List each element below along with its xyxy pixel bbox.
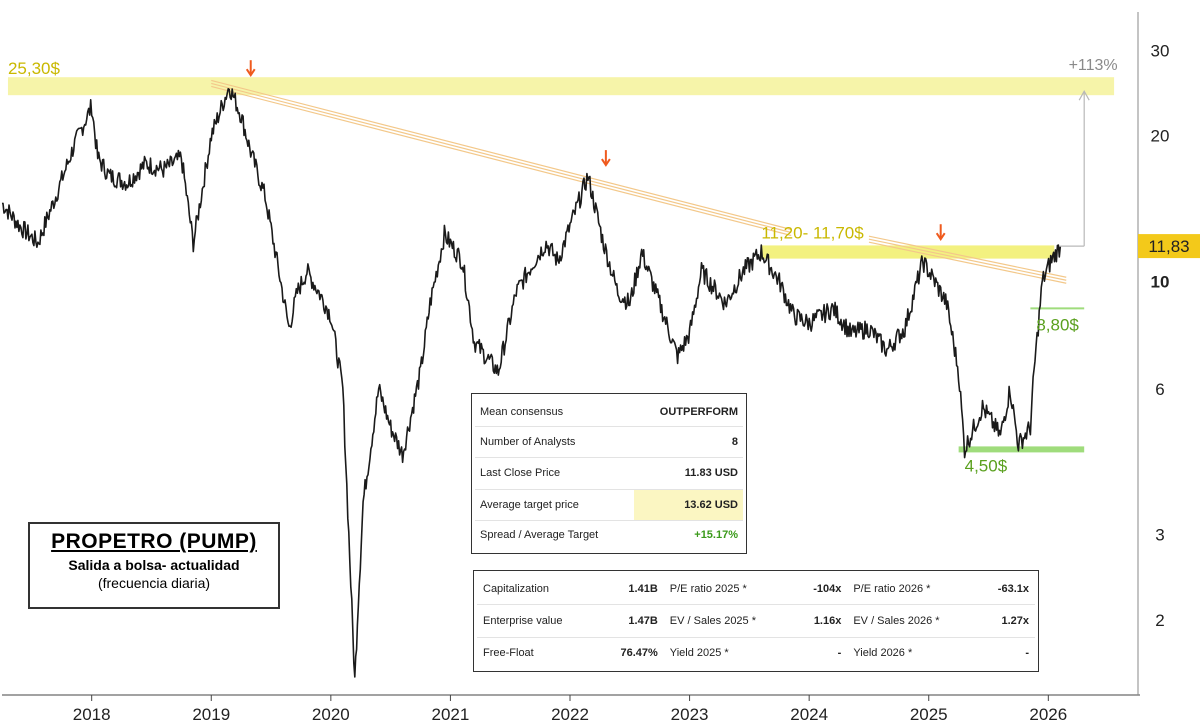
consensus-label: Number of Analysts [475, 426, 634, 459]
label-upside: +113% [1069, 57, 1118, 74]
metrics-label: Yield 2026 * [853, 646, 913, 659]
y-tick-label: 20 [1151, 127, 1170, 146]
x-tick-label: 2024 [790, 705, 828, 724]
metrics-value: -104x [794, 574, 848, 606]
last-price-label: 11,83 [1148, 237, 1189, 256]
consensus-label: Mean consensus [475, 397, 634, 428]
metrics-value: - [1025, 646, 1029, 659]
consensus-row: Spread / Average Target +15.17% [475, 520, 743, 550]
consensus-value: +15.17% [694, 529, 738, 542]
x-tick-label: 2020 [312, 705, 350, 724]
x-tick-label: 2022 [551, 705, 589, 724]
metrics-value: 1.47B [598, 604, 664, 638]
metrics-label: Free-Float [483, 646, 534, 659]
x-tick-label: 2021 [432, 705, 470, 724]
metrics-value: -63.1x [977, 574, 1035, 606]
label-resistance-zone: 11,20- 11,70$ [761, 223, 864, 242]
metrics-label: Enterprise value [477, 604, 599, 638]
consensus-value: 11.83 USD [633, 457, 743, 490]
price-series [1, 88, 1062, 678]
top-arrow-head [935, 232, 946, 242]
upside-arrow-head [1078, 89, 1090, 101]
chart-title-box: PROPETRO (PUMP) Salida a bolsa- actualid… [28, 522, 280, 609]
metrics-row: Free-Float 76.47% Yield 2025 * - Yield 2026 … [477, 637, 1035, 668]
chart-annotations: 25,30$ 11,20- 11,70$ 8,80$ 4,50$ +113% [8, 57, 1118, 475]
metrics-label: P/E ratio 2025 * [663, 574, 795, 606]
metrics-value: 76.47% [620, 646, 658, 659]
label-support-mid: 8,80$ [1036, 315, 1079, 334]
price-line [1, 88, 1062, 678]
x-tick-label: 2018 [73, 705, 111, 724]
x-tick-label: 2025 [910, 705, 948, 724]
metrics-value: 1.41B [598, 574, 664, 606]
y-tick-label: 30 [1151, 41, 1170, 60]
trendline-upper [211, 82, 792, 234]
trendline-lower [868, 241, 1067, 284]
consensus-value: OUTPERFORM [633, 397, 743, 428]
y-tick-label: 6 [1155, 380, 1164, 399]
trendline-upper [211, 79, 792, 231]
top-arrow-head [601, 158, 611, 167]
metrics-value: 1.27x [977, 604, 1035, 638]
y-tick-label: 2 [1155, 611, 1164, 630]
resistance-zone-band [761, 245, 1055, 259]
metrics-label: EV / Sales 2026 * [847, 604, 978, 638]
resistance-band-high [7, 77, 1115, 96]
consensus-row: Mean consensus OUTPERFORM [475, 397, 743, 428]
top-arrow-head [245, 68, 256, 77]
metrics-row: Capitalization 1.41B P/E ratio 2025 * -104x… [477, 574, 1035, 606]
consensus-row: Number of Analysts 8 [475, 426, 743, 459]
metrics-label: EV / Sales 2025 * [663, 604, 795, 638]
support-band-low [958, 446, 1085, 453]
y-tick-label: 10 [1151, 272, 1170, 291]
consensus-label: Last Close Price [475, 457, 634, 490]
consensus-value: 8 [633, 426, 743, 459]
consensus-table: Mean consensus OUTPERFORM Number of Analys… [471, 393, 747, 554]
metrics-label: Yield 2025 * [669, 646, 729, 659]
metrics-value: - [837, 646, 842, 659]
consensus-value: 13.62 USD [633, 489, 743, 521]
metrics-row: Enterprise value 1.47B EV / Sales 2025 * 1.… [477, 604, 1035, 638]
trendline-lower [868, 238, 1067, 281]
trendline-upper [211, 85, 792, 237]
chart-frequency: (frecuencia diaria) [97, 575, 211, 591]
metrics-value: 1.16x [794, 604, 848, 638]
chart-title: PROPETRO (PUMP) [51, 530, 257, 553]
y-tick-label: 3 [1155, 526, 1164, 545]
metrics-label: Capitalization [477, 574, 599, 606]
chart-subtitle: Salida a bolsa- actualidad [68, 557, 240, 573]
label-level-high: 25,30$ [8, 59, 61, 78]
chart-bands [7, 77, 1115, 453]
trendline-lower [868, 235, 1067, 278]
label-support-low: 4,50$ [965, 456, 1008, 475]
trendlines [211, 79, 1067, 284]
last-price-badge [1138, 234, 1200, 259]
consensus-label: Average target price [475, 489, 634, 521]
x-tick-label: 2023 [671, 705, 709, 724]
x-tick-label: 2026 [1029, 705, 1067, 724]
x-tick-label: 2019 [192, 705, 230, 724]
metrics-label: P/E ratio 2026 * [847, 574, 978, 606]
metrics-table: Capitalization 1.41B P/E ratio 2025 * -104x… [473, 570, 1039, 672]
consensus-row: Average target price 13.62 USD [475, 489, 743, 521]
consensus-row: Last Close Price 11.83 USD [475, 457, 743, 490]
consensus-label: Spread / Average Target [480, 529, 599, 542]
chart-axes: 2018 2019 2020 2021 2022 2023 2024 2025 20263020… [2, 12, 1200, 724]
